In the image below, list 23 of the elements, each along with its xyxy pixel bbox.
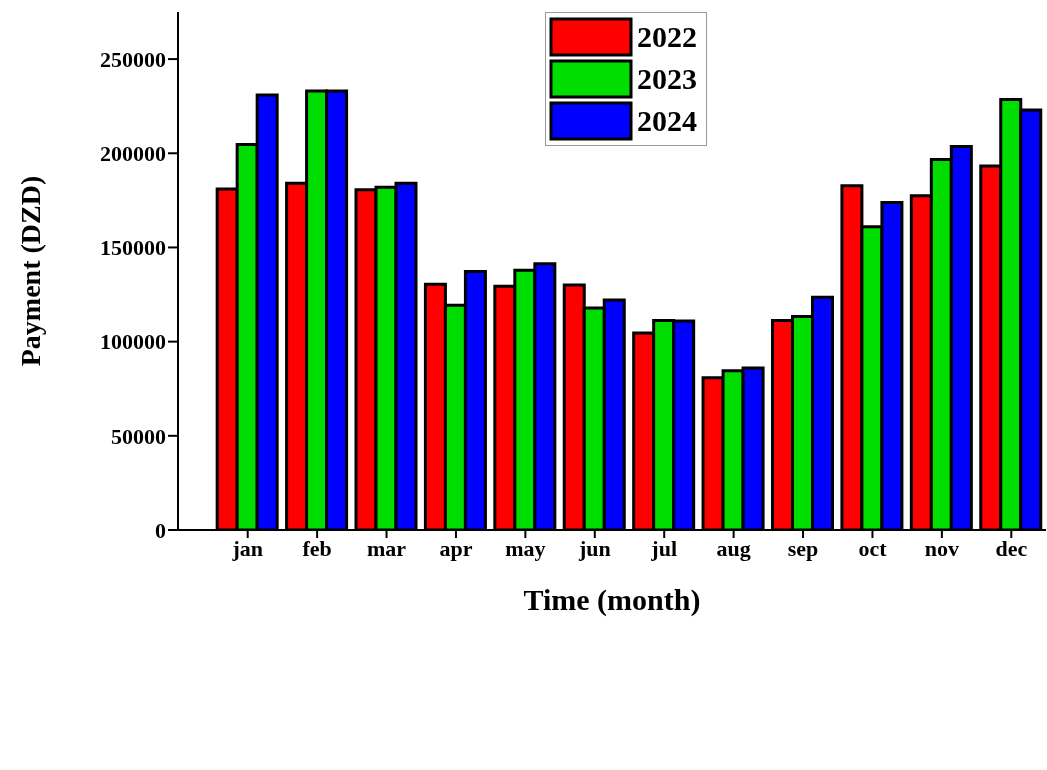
x-tick-label: nov xyxy=(924,535,959,561)
y-tick-label: 250000 xyxy=(100,46,166,72)
y-tick-label: 200000 xyxy=(100,141,166,167)
legend-label: 2024 xyxy=(637,104,697,138)
x-tick-label: oct xyxy=(858,535,888,561)
x-tick-label: feb xyxy=(302,535,332,561)
x-tick-label: jun xyxy=(577,535,611,561)
y-axis-title: Payment (DZD) xyxy=(14,175,46,367)
y-tick-label: 0 xyxy=(155,517,166,543)
x-tick-label: mar xyxy=(366,535,407,561)
x-tick-label: may xyxy=(505,535,546,561)
x-tick-label: sep xyxy=(787,535,819,561)
legend-label: 2023 xyxy=(637,62,697,96)
x-tick-label: apr xyxy=(439,535,473,561)
x-tick-label: jul xyxy=(650,535,678,561)
x-tick-label: jan xyxy=(231,535,263,561)
legend-label: 2022 xyxy=(637,20,697,54)
x-tick-label: dec xyxy=(995,535,1028,561)
y-tick-label: 100000 xyxy=(100,329,166,355)
x-axis-title: Time (month) xyxy=(523,583,701,617)
y-tick-label: 50000 xyxy=(111,423,166,449)
x-tick-label: aug xyxy=(716,535,751,561)
y-tick-label: 150000 xyxy=(100,235,166,261)
